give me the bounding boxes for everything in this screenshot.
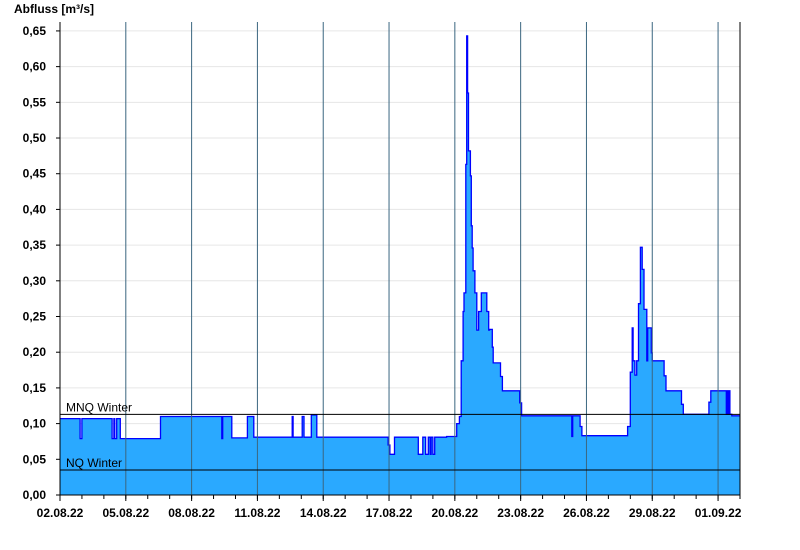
y-axis-title: Abfluss [m³/s] [14, 2, 94, 16]
reference-line-label: MNQ Winter [66, 400, 132, 414]
y-tick-label: 0,50 [23, 131, 47, 145]
horizontal-gridlines [60, 30, 740, 460]
x-tick-label: 02.08.22 [37, 506, 84, 520]
x-tick-label: 11.08.22 [234, 506, 280, 520]
y-tick-label: 0,40 [23, 202, 47, 216]
x-tick-label: 17.08.22 [366, 506, 413, 520]
y-tick-label: 0,15 [23, 381, 47, 395]
x-tick-label: 08.08.22 [168, 506, 215, 520]
y-tick-label: 0,00 [23, 488, 47, 502]
y-tick-labels: 0,00 0,05 0,10 0,15 0,20 0,25 0,30 0,35 0,40 0,45… [23, 24, 47, 502]
y-tick-label: 0,60 [23, 60, 47, 74]
x-tick-label: 29.08.22 [629, 506, 676, 520]
x-tick-label: 14.08.22 [300, 506, 347, 520]
discharge-line [60, 35, 740, 455]
y-tick-label: 0,65 [23, 24, 47, 38]
vertical-gridlines [125, 22, 719, 495]
axes [56, 22, 741, 501]
x-tick-labels: 02.08.22 05.08.22 08.08.22 11.08.22 14.08.22… [37, 506, 742, 520]
x-tick-label: 26.08.22 [563, 506, 610, 520]
series-layer [60, 35, 740, 496]
y-tick-label: 0,55 [23, 95, 47, 109]
reference-lines: MNQ Winter NQ Winter [60, 400, 740, 471]
y-tick-label: 0,10 [23, 417, 47, 431]
y-tick-label: 0,05 [23, 452, 47, 466]
y-tick-label: 0,35 [23, 238, 47, 252]
reference-line-label: NQ Winter [66, 456, 122, 470]
x-tick-label: 05.08.22 [102, 506, 149, 520]
y-tick-label: 0,30 [23, 274, 47, 288]
y-tick-label: 0,20 [23, 345, 47, 359]
x-tick-label: 20.08.22 [431, 506, 478, 520]
discharge-area [60, 35, 740, 496]
y-tick-label: 0,25 [23, 310, 47, 324]
x-tick-label: 23.08.22 [497, 506, 544, 520]
x-tick-label: 01.09.22 [695, 506, 742, 520]
y-tick-label: 0,45 [23, 167, 47, 181]
